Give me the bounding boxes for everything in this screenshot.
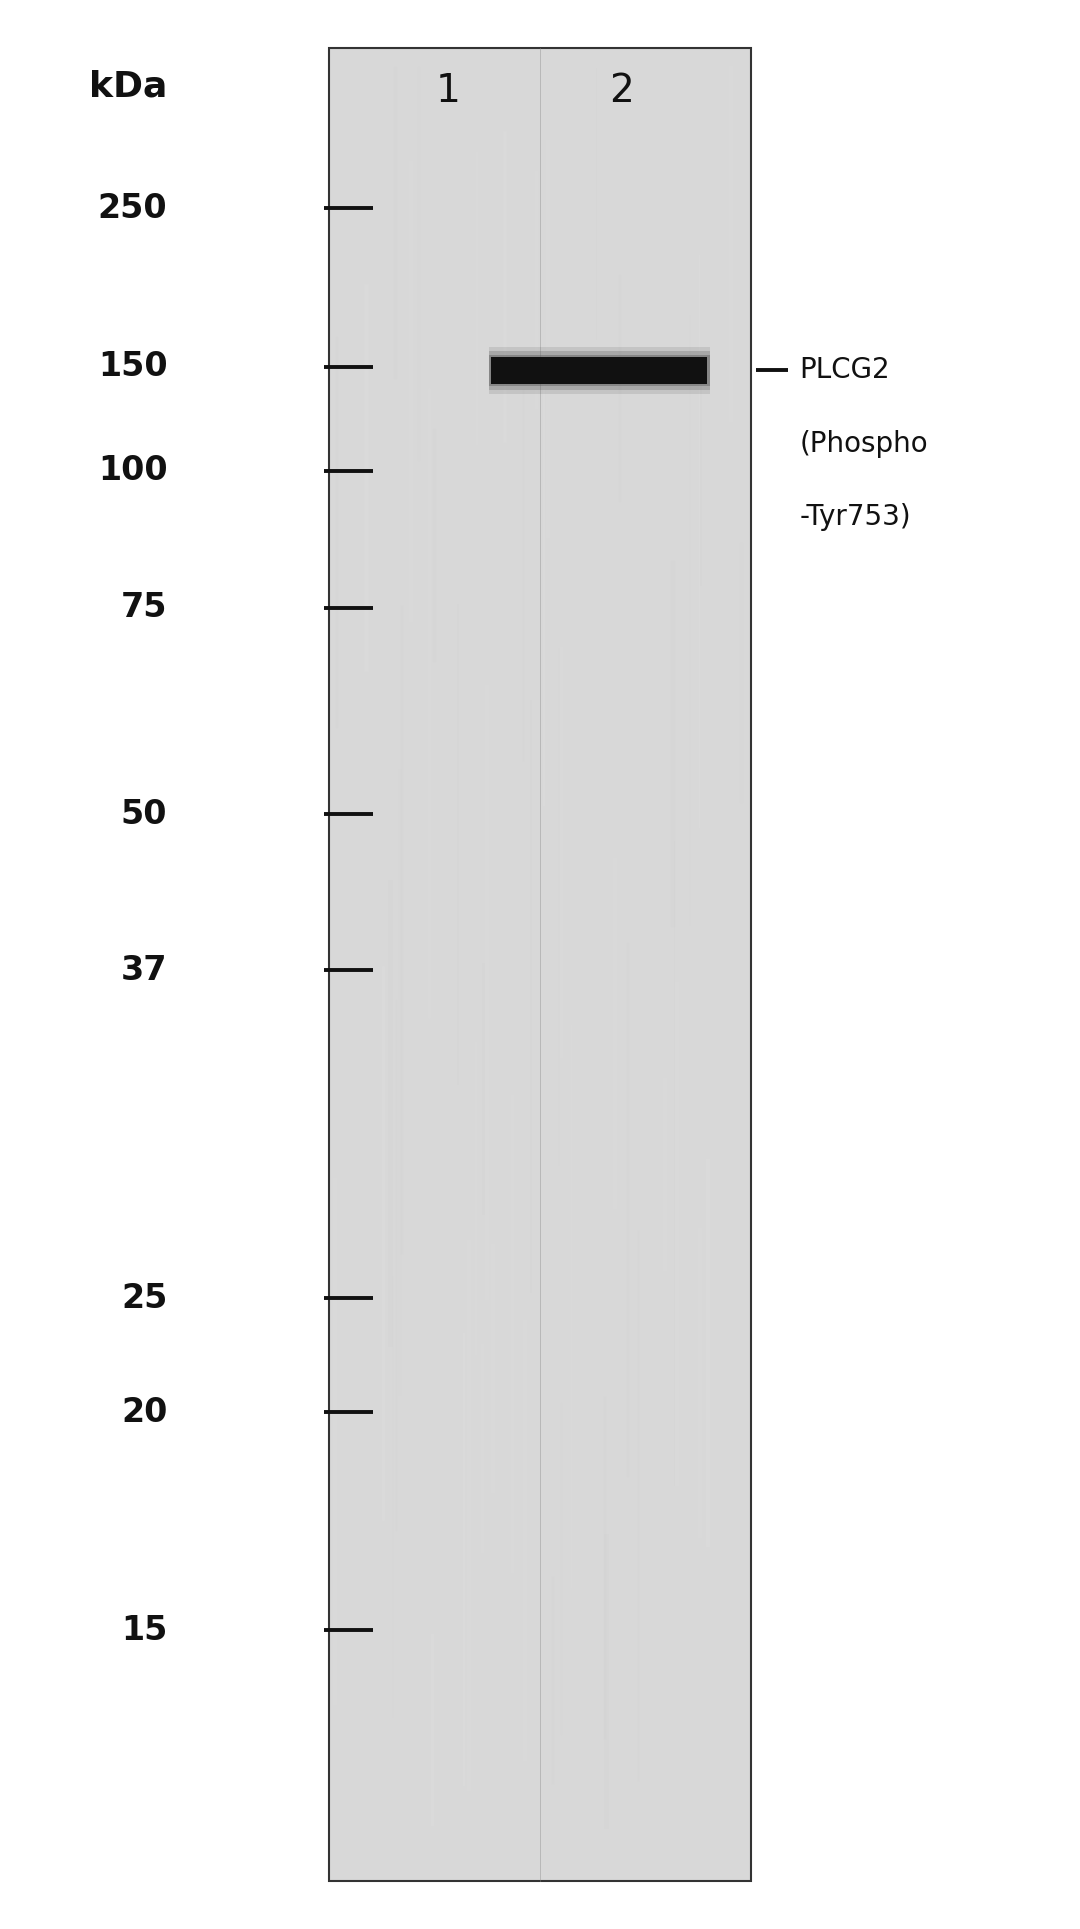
- Bar: [329, 48, 751, 1881]
- Text: 150: 150: [98, 349, 167, 384]
- Text: 100: 100: [98, 453, 167, 488]
- Text: 37: 37: [121, 953, 167, 988]
- Text: 20: 20: [121, 1395, 167, 1429]
- Text: 2: 2: [609, 71, 633, 110]
- Text: 75: 75: [121, 590, 167, 625]
- Bar: [491, 357, 707, 384]
- Text: kDa: kDa: [89, 69, 167, 104]
- Text: 50: 50: [121, 797, 167, 831]
- Bar: [489, 347, 710, 394]
- Text: -Tyr753): -Tyr753): [799, 503, 910, 530]
- Bar: [489, 351, 710, 390]
- Text: 1: 1: [435, 71, 461, 110]
- Bar: [489, 355, 710, 386]
- Text: PLCG2: PLCG2: [799, 357, 890, 384]
- Text: 250: 250: [98, 191, 167, 226]
- Text: 25: 25: [121, 1281, 167, 1316]
- Text: 15: 15: [121, 1613, 167, 1647]
- Text: (Phospho: (Phospho: [799, 430, 928, 457]
